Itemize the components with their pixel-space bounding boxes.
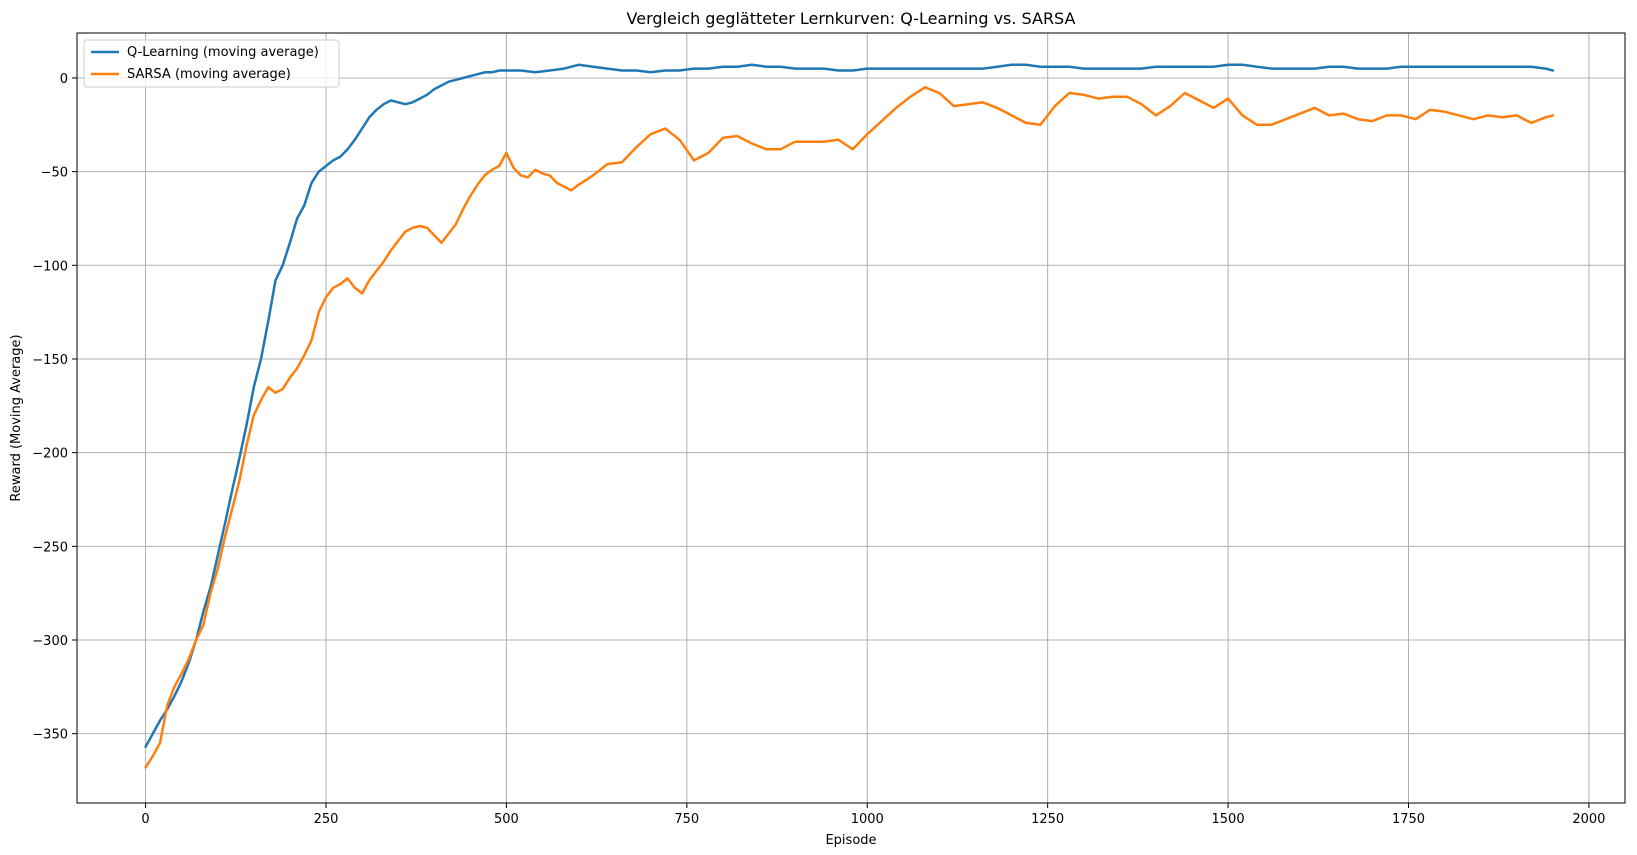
- legend-label-q-learning: Q-Learning (moving average): [127, 45, 319, 60]
- grid: [77, 33, 1625, 803]
- series-line-sarsa: [144, 86, 1555, 769]
- x-tick-label: 750: [674, 812, 699, 827]
- x-tick-label: 0: [141, 812, 149, 827]
- x-tick-label: 500: [494, 812, 519, 827]
- plot-area-frame: [76, 32, 1626, 804]
- y-tick-label: −150: [32, 353, 68, 368]
- y-tick-label: −350: [32, 728, 68, 743]
- y-tick-label: −200: [32, 447, 68, 462]
- x-tick-label: 1250: [1031, 812, 1064, 827]
- series-lines: [144, 63, 1555, 769]
- y-tick-label: −300: [32, 634, 68, 649]
- x-tick-label: 250: [314, 812, 339, 827]
- y-tick-label: 0: [60, 72, 68, 87]
- x-tick-label: 2000: [1572, 812, 1605, 827]
- x-tick-label: 1000: [851, 812, 884, 827]
- y-tick-label: −250: [32, 540, 68, 555]
- y-axis-label: Reward (Moving Average): [9, 334, 24, 501]
- series-line-q-learning: [144, 63, 1555, 749]
- y-tick-label: −100: [32, 259, 68, 274]
- chart-title: Vergleich geglätteter Lernkurven: Q-Lear…: [627, 9, 1076, 28]
- axis-ticks: 0 250 500 750 1000 1250 1500 1750 2000 −350 −300 −2…: [32, 72, 1605, 827]
- x-axis-label: Episode: [825, 833, 876, 848]
- legend-box: [83, 39, 340, 88]
- x-tick-label: 1750: [1392, 812, 1425, 827]
- legend: Q-Learning (moving average) SARSA (movin…: [83, 39, 340, 88]
- x-tick-label: 1500: [1212, 812, 1245, 827]
- legend-label-sarsa: SARSA (moving average): [127, 67, 291, 82]
- y-tick-label: −50: [41, 166, 68, 181]
